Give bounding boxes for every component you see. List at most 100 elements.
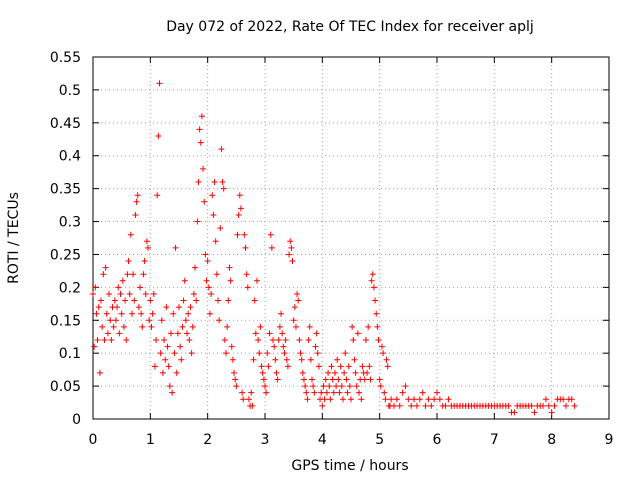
data-point xyxy=(384,363,391,370)
data-point xyxy=(333,383,340,390)
y-axis-title: ROTI / TECUs xyxy=(6,192,22,284)
data-point xyxy=(315,363,322,370)
data-point xyxy=(130,271,137,278)
y-tick-label: 0.2 xyxy=(59,280,81,296)
data-point xyxy=(221,337,228,344)
data-point xyxy=(311,389,318,396)
data-point xyxy=(408,402,415,409)
x-tick-label: 0 xyxy=(89,432,98,448)
data-point xyxy=(551,402,558,409)
data-point xyxy=(170,310,177,317)
data-point xyxy=(339,396,346,403)
data-point xyxy=(366,363,373,370)
data-point xyxy=(253,277,260,284)
data-point xyxy=(396,402,403,409)
data-point xyxy=(125,258,132,265)
data-point xyxy=(358,396,365,403)
data-point xyxy=(106,290,113,297)
data-point xyxy=(140,271,147,278)
data-point xyxy=(242,244,249,251)
data-point xyxy=(542,396,549,403)
data-point xyxy=(166,383,173,390)
y-tick-label: 0.5 xyxy=(59,83,81,99)
data-point xyxy=(194,218,201,225)
data-point xyxy=(169,389,176,396)
data-point xyxy=(200,165,207,172)
y-axis: 0 0.05 0.1 0.15 0.2 0.25 0.3 0.35 0.4 0.45 0.5 0.55 xyxy=(50,50,609,428)
data-point xyxy=(219,179,226,186)
data-point xyxy=(365,323,372,330)
data-point xyxy=(114,304,121,311)
data-point xyxy=(328,363,335,370)
data-point xyxy=(123,337,130,344)
data-point xyxy=(391,402,397,409)
data-point xyxy=(256,350,263,357)
data-point xyxy=(364,369,371,376)
data-point xyxy=(147,297,154,304)
data-point xyxy=(95,304,102,311)
data-point xyxy=(154,192,161,199)
data-point xyxy=(227,277,234,284)
data-point xyxy=(216,317,223,324)
y-tick-label: 0.1 xyxy=(59,346,81,362)
data-point xyxy=(158,317,165,324)
data-point xyxy=(511,409,518,416)
data-point xyxy=(393,396,400,403)
data-point xyxy=(248,389,255,396)
data-point xyxy=(119,277,126,284)
data-point xyxy=(134,192,141,199)
plot-frame xyxy=(92,56,610,420)
data-series xyxy=(90,80,578,416)
data-point xyxy=(268,244,275,251)
data-point xyxy=(225,297,232,304)
data-point xyxy=(205,284,212,291)
y-tick-label: 0.35 xyxy=(50,182,81,198)
data-point xyxy=(142,290,149,297)
data-point xyxy=(273,369,280,376)
data-point xyxy=(288,244,295,251)
data-point xyxy=(131,297,138,304)
data-point xyxy=(330,389,337,396)
data-point xyxy=(306,323,313,330)
data-point xyxy=(291,304,298,311)
data-point xyxy=(185,310,192,317)
y-tick-label: 0.25 xyxy=(50,247,81,263)
data-point xyxy=(325,369,332,376)
data-point xyxy=(161,337,168,344)
data-point xyxy=(167,330,174,337)
data-point xyxy=(118,310,125,317)
data-point xyxy=(425,396,432,403)
data-point xyxy=(179,323,186,330)
data-point xyxy=(189,323,196,330)
data-point xyxy=(197,139,204,146)
data-point xyxy=(209,192,216,199)
data-point xyxy=(372,297,379,304)
data-point xyxy=(375,337,382,344)
data-point xyxy=(156,80,163,87)
data-point xyxy=(267,231,274,238)
data-point xyxy=(234,231,241,238)
data-point xyxy=(104,330,111,337)
data-point xyxy=(214,297,221,304)
data-point xyxy=(367,376,374,383)
data-point xyxy=(370,284,377,291)
data-point xyxy=(297,350,304,357)
data-point xyxy=(361,376,368,383)
data-point xyxy=(281,350,288,357)
x-tick-label: 2 xyxy=(203,432,212,448)
data-point xyxy=(382,396,389,403)
data-point xyxy=(262,383,268,390)
data-point xyxy=(528,402,535,409)
data-point xyxy=(133,198,140,205)
data-point xyxy=(436,396,443,403)
data-point xyxy=(165,363,172,370)
data-point xyxy=(413,402,420,409)
data-point xyxy=(150,290,157,297)
data-point xyxy=(336,389,343,396)
x-tick-label: 4 xyxy=(318,432,327,448)
data-point xyxy=(329,376,336,383)
data-point xyxy=(275,337,282,344)
data-point xyxy=(193,297,200,304)
data-point xyxy=(270,337,277,344)
data-point xyxy=(96,369,103,376)
